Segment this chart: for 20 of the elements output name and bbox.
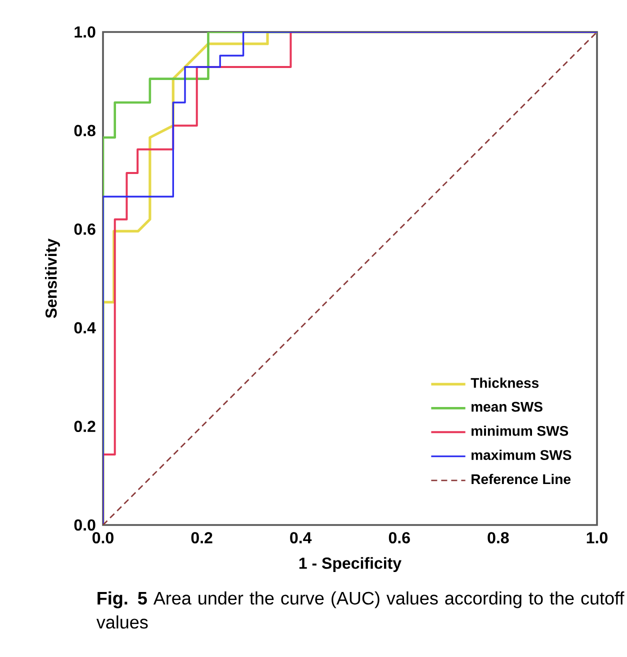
y-axis-title: Sensitivity — [45, 238, 60, 318]
legend-label: mean SWS — [472, 402, 542, 412]
y-tick-label: 0.4 — [74, 322, 96, 334]
x-tick-label: 0.8 — [488, 532, 509, 544]
x-tick-label: 0.4 — [290, 532, 312, 544]
y-tick-label: 0.2 — [74, 420, 96, 432]
x-tick-label: 0.2 — [191, 532, 212, 544]
legend-label: Thickness — [470, 378, 539, 388]
text: Fig. 5 Area under the curve (AUC) values according to the cutoff values — [96, 591, 624, 629]
legend-label: maximum SWS — [472, 450, 572, 460]
x-axis-title: 1 - Specificity — [299, 557, 402, 572]
x-tick-label: 0.0 — [92, 532, 114, 544]
x-tick-label: 1.0 — [586, 532, 608, 544]
y-tick-label: 0.8 — [74, 124, 96, 136]
y-tick-label: 0.6 — [74, 224, 96, 235]
y-tick-label: 0.0 — [74, 519, 96, 531]
y-tick-label: 1.0 — [74, 26, 96, 38]
legend-label: Reference Line — [472, 474, 571, 484]
legend-label: minimum SWS — [472, 426, 568, 436]
x-tick-label: 0.6 — [388, 532, 410, 544]
